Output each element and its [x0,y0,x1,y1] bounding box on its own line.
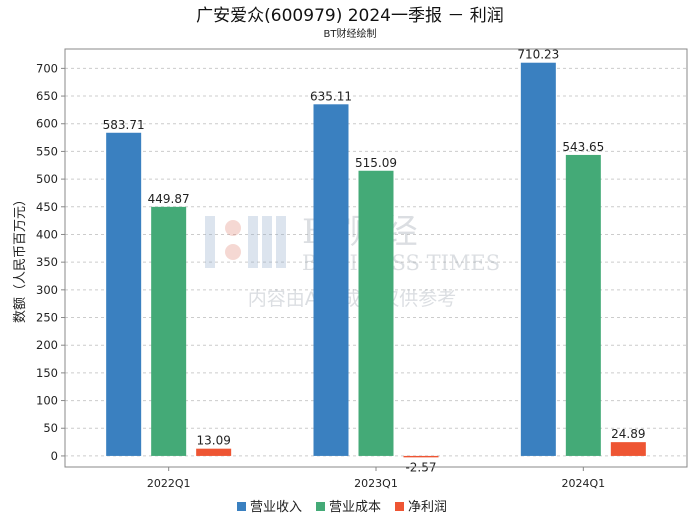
watermark: BT财经 BUSINESS TIMES 内容由AI生成，仅供参考 [205,212,500,310]
y-tick-label: 600 [36,117,58,131]
y-tick-label: 450 [36,200,58,214]
data-label: 449.87 [148,192,190,206]
legend-label: 净利润 [408,500,447,515]
y-tick-label: 0 [51,449,58,463]
data-label: 515.09 [355,156,397,170]
watermark-logo-icon [205,216,286,268]
y-tick-label: 700 [36,61,58,75]
legend-swatch [395,502,404,511]
y-tick-label: 550 [36,144,58,158]
y-tick-label: 100 [36,394,58,408]
data-label: 24.89 [611,427,645,441]
x-tick-label: 2022Q1 [147,477,191,490]
chart-title: 广安爱众(600979) 2024一季报 － 利润 [196,6,504,26]
y-tick-label: 250 [36,311,58,325]
bar [106,132,142,456]
bar [610,442,646,456]
x-tick-label: 2024Q1 [562,477,606,490]
data-label: 583.71 [103,118,145,132]
x-tick-label: 2023Q1 [354,477,398,490]
y-axis: 0 50 100 150 200 250 300 350 400 450 500 550 600 650 7… [36,61,65,463]
x-axis: 2022Q1 2023Q1 2024Q1 [147,467,605,490]
watermark-disclaimer: 内容由AI生成，仅供参考 [248,288,457,310]
legend-label: 营业成本 [329,500,381,515]
bars [106,62,646,458]
data-label: 635.11 [310,89,352,103]
bar [358,170,394,456]
y-tick-label: 150 [36,366,58,380]
bar [151,206,187,456]
data-label: 13.09 [196,434,230,448]
chart-subtitle: BT财经绘制 [324,27,377,40]
legend-label: 营业收入 [250,500,302,515]
legend: 营业收入 营业成本 净利润 [237,500,447,515]
y-tick-label: 500 [36,172,58,186]
data-label: 710.23 [517,48,559,62]
y-tick-label: 300 [36,283,58,297]
y-tick-label: 200 [36,338,58,352]
legend-swatch [237,502,246,511]
y-tick-label: 400 [36,227,58,241]
bar [313,104,349,456]
bar [403,455,439,458]
bar [565,154,601,456]
y-tick-label: 650 [36,89,58,103]
data-label: 543.65 [562,140,604,154]
y-tick-label: 50 [43,421,58,435]
y-axis-label: 数额（人民币百万元） [13,193,28,323]
y-tick-label: 350 [36,255,58,269]
legend-swatch [316,502,325,511]
bar [196,448,232,456]
bar [520,62,556,456]
